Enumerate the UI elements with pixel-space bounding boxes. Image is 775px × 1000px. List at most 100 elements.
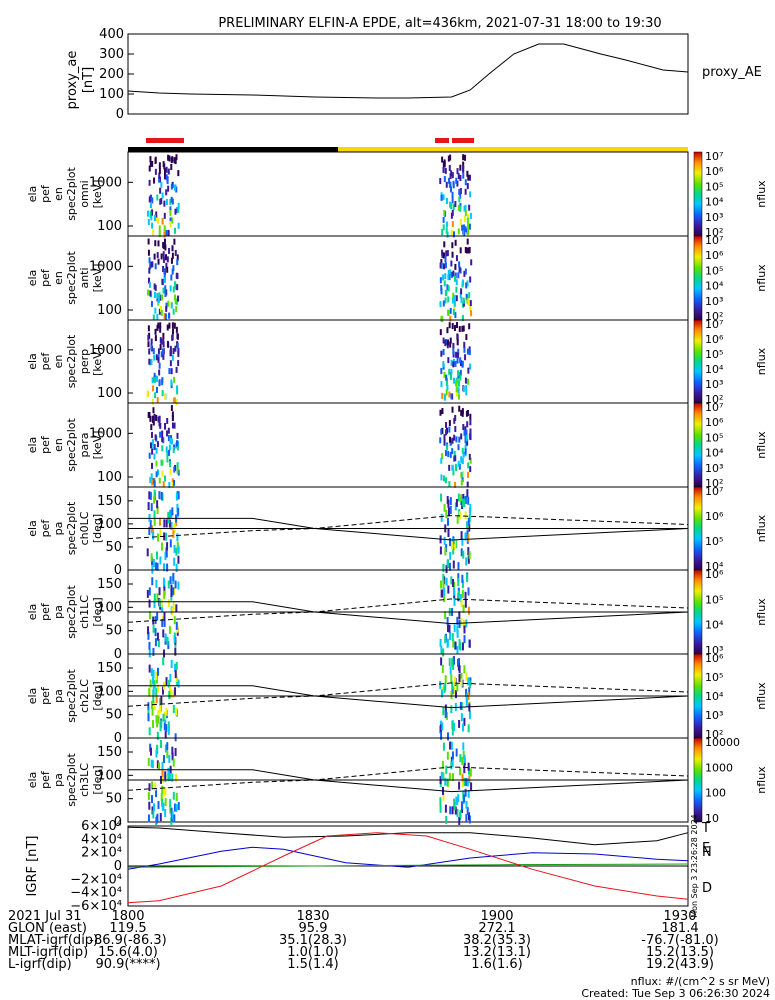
- spectrogram-cell: [155, 386, 158, 393]
- spectrogram-cell: [466, 170, 469, 177]
- panel-ytick-label: 0: [114, 815, 122, 830]
- spectrogram-panel: ela pef pa spec2plot ch3LC [deg] 0 50 100 150 10 10…: [26, 736, 768, 830]
- spectrogram-cell: [173, 803, 176, 812]
- spectrogram-cell: [164, 285, 167, 292]
- spectrogram-cell: [457, 562, 460, 571]
- spectrogram-cell: [150, 359, 153, 366]
- spectrogram-cell: [439, 797, 442, 806]
- spectrogram-cell: [460, 296, 463, 303]
- spectrogram-cell: [177, 555, 180, 564]
- spectrogram-cell: [465, 293, 468, 300]
- spectrogram-cell: [451, 323, 454, 330]
- spectrogram-cell: [153, 489, 156, 498]
- spectrogram-cell: [440, 493, 443, 502]
- spectrogram-cell: [454, 463, 457, 470]
- ae-ytick-label: 0: [116, 107, 124, 122]
- igrf-ylabel: IGRF [nT]: [25, 836, 40, 897]
- spectrogram-cell: [445, 429, 448, 436]
- spectrogram-cell: [167, 341, 170, 348]
- spectrogram-cell: [167, 435, 170, 442]
- spectrogram-cell: [177, 581, 180, 590]
- spectrogram-cell: [149, 520, 152, 529]
- spectrogram-cell: [161, 436, 164, 443]
- spectrogram-cell: [458, 816, 461, 825]
- spectrogram-cell: [445, 181, 448, 188]
- panel-ytick-label: 50: [105, 708, 122, 723]
- spectrogram-cell: [451, 541, 454, 550]
- spectrogram-cell: [456, 629, 459, 638]
- spectrogram-cell: [157, 715, 160, 724]
- spectrogram-cell: [148, 664, 151, 673]
- colorbar-tick: 10⁶: [705, 652, 724, 665]
- spectrogram-cell: [174, 281, 177, 288]
- spectrogram-cell: [170, 274, 173, 281]
- spectrogram-cell: [449, 505, 452, 514]
- spectrogram-cell: [164, 786, 167, 795]
- spectrogram-cell: [166, 324, 169, 331]
- spectrogram-cell: [171, 322, 174, 329]
- spectrogram-cell: [156, 397, 159, 404]
- lc-boundary-line: [128, 601, 689, 625]
- spectrogram-cell: [456, 180, 459, 187]
- colorbar: [693, 151, 703, 237]
- spectrogram-cell: [147, 341, 150, 348]
- spectrogram-cell: [463, 205, 466, 212]
- zone-bar-red-2: [435, 138, 449, 143]
- spectrogram-cell: [466, 297, 469, 304]
- spectrogram-cell: [157, 710, 160, 719]
- panel-ytick-label: 50: [105, 540, 122, 555]
- spectrogram-cell: [440, 724, 443, 733]
- spectrogram-cell: [441, 453, 444, 460]
- proxy-ae-panel: 0 100 200 300 400 proxy_ae [nT] proxy_AE: [65, 27, 762, 122]
- spectrogram-cell: [442, 772, 445, 781]
- spectrogram-cell: [468, 639, 471, 648]
- spectrogram-cell: [175, 366, 178, 373]
- colorbar-label: nflux: [755, 264, 768, 292]
- spectrogram-cell: [439, 178, 442, 185]
- spectrogram-cell: [150, 300, 153, 307]
- colorbar-tick: 10⁶: [705, 568, 724, 581]
- spectrogram-cell: [154, 263, 157, 270]
- panel-ylabel: [keV]: [91, 431, 104, 460]
- spectrogram-cell: [158, 362, 161, 369]
- spectrogram-cell: [457, 370, 460, 377]
- spectrogram-cell: [448, 368, 451, 375]
- spectrogram-cell: [157, 258, 160, 265]
- spectrogram-cell: [447, 270, 450, 277]
- spectrogram-cell: [155, 460, 158, 467]
- panel-ytick-label: 150: [97, 745, 122, 760]
- spectrogram-cell: [464, 532, 467, 541]
- spectrogram-cell: [468, 775, 471, 784]
- spectrogram-cell: [159, 187, 162, 194]
- spectrogram-cell: [449, 269, 452, 276]
- spectrogram-cell: [158, 369, 161, 376]
- spectrogram-cell: [458, 665, 461, 674]
- spectrogram-cell: [454, 312, 457, 319]
- spectrogram-cell: [444, 611, 447, 620]
- spectrogram-cell: [158, 176, 161, 183]
- spectrogram-cell: [171, 411, 174, 418]
- spectrogram-cell: [150, 668, 153, 677]
- spectrogram-cell: [453, 450, 456, 457]
- spectrogram-cell: [443, 503, 446, 512]
- spectrogram-cell: [151, 197, 154, 204]
- spectrogram-cell: [176, 440, 179, 447]
- spectrogram-cell: [151, 448, 154, 455]
- spectrogram-cell: [468, 523, 471, 532]
- spectrogram-cell: [465, 672, 468, 681]
- spectrogram-cell: [470, 782, 473, 791]
- colorbar-tick: 10⁶: [705, 510, 724, 523]
- footer-row-label: 2021 Jul 31: [8, 909, 82, 924]
- spectrogram-panel: ela pef pa spec2plot ch2LC [deg]05010015010²1…: [26, 652, 768, 746]
- spectrogram-cell: [174, 687, 177, 696]
- spectrogram-cell: [164, 809, 167, 818]
- spectrogram-cell: [174, 184, 177, 191]
- spectrogram-cell: [155, 687, 158, 696]
- alc-boundary-line: [127, 598, 689, 623]
- spectrogram-cell: [148, 611, 151, 620]
- spectrogram-cell: [177, 469, 180, 476]
- spectrogram-cell: [463, 230, 466, 237]
- spectrogram-cell: [463, 216, 466, 223]
- spectrogram-cell: [441, 427, 444, 434]
- colorbar-tick: 10⁴: [705, 560, 724, 573]
